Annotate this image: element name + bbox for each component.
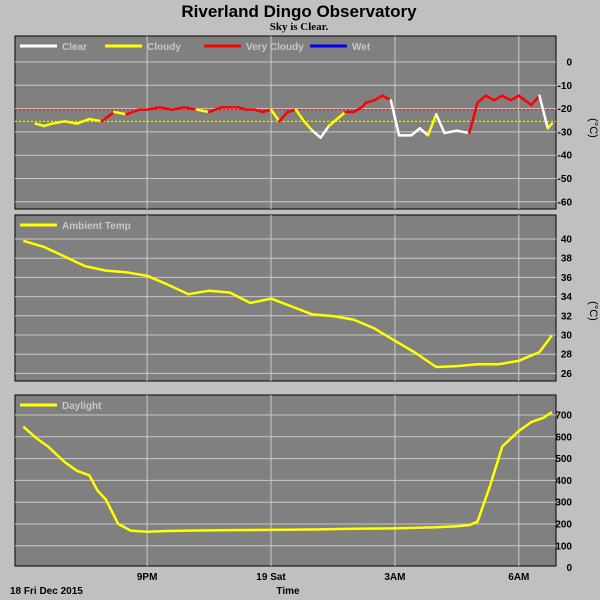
chart-subtitle: Sky is Clear. [270, 21, 329, 33]
y-tick-label: 0 [566, 58, 572, 69]
sky-temp-segment [410, 127, 421, 137]
x-tick-label: 3AM [384, 572, 405, 583]
sky-temp-segment [207, 106, 223, 114]
sky-temp-segment [319, 124, 331, 139]
sky-temp-segment [63, 120, 79, 125]
sky-temp-segment [389, 99, 401, 137]
legend-label: Ambient Temp [62, 221, 131, 232]
sky-temp-segment [468, 101, 479, 135]
sky-temp-segment [455, 129, 471, 135]
sky-temp-segment [278, 110, 289, 123]
y-tick-label: 36 [561, 273, 573, 284]
sky-temp-segment [253, 108, 265, 114]
y-tick-label: -10 [558, 81, 573, 92]
date-label: 18 Fri Dec 2015 [10, 586, 83, 597]
y-tick-label: 32 [561, 311, 573, 322]
y-tick-label: -60 [558, 197, 573, 208]
plot-area [14, 35, 557, 210]
sky-temp-segment [373, 94, 384, 102]
legend-label: Wet [352, 42, 371, 53]
sky-temp-segment [100, 110, 116, 123]
sky-temp-segment [443, 129, 459, 135]
sky-temp-segment [145, 106, 161, 111]
sky-temp-segment [484, 94, 496, 102]
sky-temp-segment [261, 108, 273, 114]
series-line [22, 239, 553, 369]
sky-temp-segment [158, 106, 174, 111]
sky-temperature-panel: 0 -10 -20 -30 -40 -50 -60 (°C) Clear Cloudy Very C… [14, 35, 599, 210]
y-tick-label: 200 [555, 520, 572, 531]
y-tick-label: -50 [558, 174, 573, 185]
sky-temp-segment [352, 106, 364, 114]
sky-temp-segment [50, 120, 66, 125]
sky-temp-segment [426, 113, 438, 137]
sky-temp-segment [364, 99, 376, 104]
sky-temp-segment [170, 106, 186, 111]
sky-temp-segment [34, 122, 46, 128]
sky-temp-segment [112, 110, 128, 116]
ambient-temperature-panel: 40 38 36 34 32 30 28 26 (°C) Ambient Temp [14, 214, 599, 382]
y-tick-label: 600 [555, 432, 572, 443]
sky-temp-segment [88, 117, 103, 123]
x-axis-label: Time [276, 586, 300, 597]
sky-temp-segment [75, 117, 91, 125]
sky-temp-segment [529, 94, 541, 107]
sky-temp-segment [381, 94, 393, 102]
chart-title: Riverland Dingo Observatory [181, 2, 417, 21]
y-tick-label: -40 [558, 151, 573, 162]
sky-temp-segment [294, 108, 306, 123]
y-tick-label: 34 [561, 292, 573, 303]
y-axis-unit: (°C) [587, 118, 599, 138]
sky-temp-segment [183, 106, 198, 111]
x-tick-label: 9PM [137, 572, 158, 583]
sky-temp-segment [195, 108, 211, 114]
sky-temp-segment [509, 94, 521, 102]
sky-temp-segment [42, 122, 54, 128]
y-tick-label: 26 [561, 369, 573, 380]
y-tick-label: 38 [561, 254, 573, 265]
y-tick-label: 28 [561, 350, 573, 361]
sky-temp-segment [311, 129, 322, 139]
sky-temp-segment [492, 94, 504, 102]
series-line [22, 411, 553, 533]
daylight-panel: 700 600 500 400 300 200 100 0 Daylight [14, 394, 572, 574]
sky-temp-segment [501, 94, 512, 102]
x-tick-label: 19 Sat [256, 572, 286, 583]
y-tick-label: 0 [566, 563, 572, 574]
sky-temp-segment [125, 108, 141, 116]
sky-temp-segment [546, 122, 554, 130]
sky-temp-segment [302, 120, 314, 132]
y-tick-label: 100 [555, 541, 572, 552]
sky-temp-segment [335, 110, 347, 121]
sky-temp-segment [517, 94, 533, 107]
sky-temp-segment [269, 108, 281, 123]
sky-temp-segment [418, 127, 430, 137]
x-tick-label: 6AM [508, 572, 529, 583]
y-tick-label: 30 [561, 331, 573, 342]
y-tick-label: 40 [561, 235, 573, 246]
y-axis-unit: (°C) [587, 301, 599, 321]
y-tick-label: 500 [555, 454, 572, 465]
legend-label: Cloudy [147, 42, 181, 53]
y-tick-label: -30 [558, 127, 573, 138]
y-tick-label: 400 [555, 476, 572, 487]
sky-temp-segment [476, 94, 488, 104]
legend-label: Daylight [62, 401, 102, 412]
y-tick-label: 700 [555, 411, 572, 422]
plot-area [14, 214, 557, 382]
sky-temp-segment [286, 108, 298, 114]
legend-label: Very Cloudy [246, 42, 304, 53]
sky-temp-segment [236, 106, 248, 111]
legend-label: Clear [62, 42, 87, 53]
sky-temp-segment [538, 94, 549, 130]
sky-temp-segment [327, 117, 339, 128]
y-tick-label: -20 [558, 104, 573, 115]
y-tick-label: 300 [555, 498, 572, 509]
sky-temp-segment [434, 113, 446, 135]
